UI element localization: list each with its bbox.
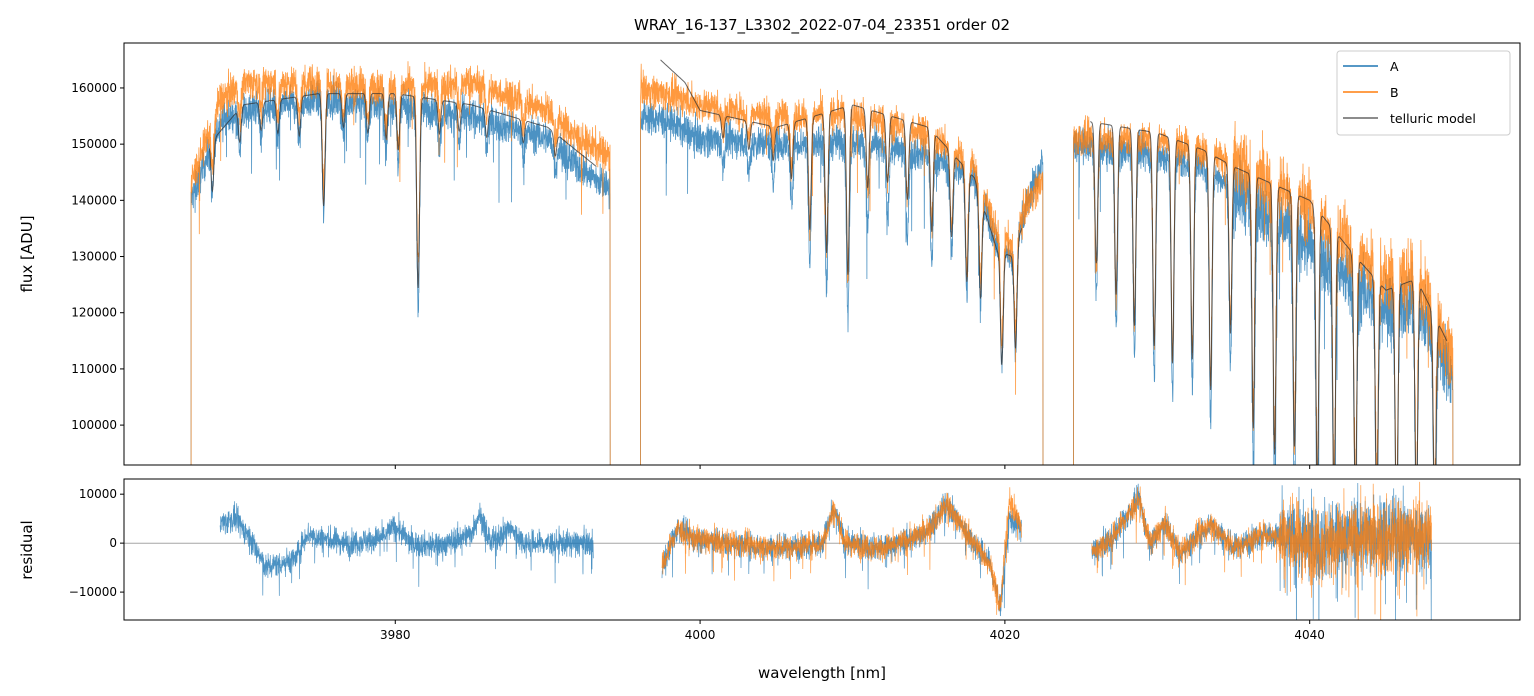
legend: A B telluric model [1336,50,1511,136]
residual-A-line [219,501,594,596]
bottom-y-tick-label: 10000 [79,487,117,501]
residual-B-line [1091,481,1432,620]
x-axis-label: wavelength [nm] [758,664,886,682]
top-y-tick-label: 160000 [71,81,117,95]
bottom-y-axis-label: residual [18,520,36,579]
top-y-tick-label: 100000 [71,418,117,432]
legend-box [1336,50,1511,136]
top-panel-data [190,59,1454,465]
series-A-line [640,97,1044,465]
top-y-tick-label: 140000 [71,193,117,207]
series-telluric-model-line [208,93,597,289]
x-tick-label: 4000 [685,628,716,642]
chart-title: WRAY_16-137_L3302_2022-07-04_23351 order… [634,16,1010,35]
residual-A-line [661,492,1022,617]
top-y-tick-label: 110000 [71,362,117,376]
x-tick-label: 3980 [380,628,411,642]
top-y-tick-label: 130000 [71,250,117,264]
series-A-line [190,75,611,465]
top-y-axis-label: flux [ADU] [18,215,36,292]
legend-label-A: A [1390,59,1399,74]
x-tick-label: 4040 [1294,628,1325,642]
top-y-tick-label: 150000 [71,137,117,151]
series-telluric-model-line [1090,121,1448,465]
top-axes-frame [123,42,1521,466]
bottom-axes-frame [123,478,1521,621]
series-B-line [640,63,1044,465]
residual-B-line [661,487,1022,615]
bottom-y-tick-label: −10000 [69,585,117,599]
bottom-y-tick-label: 0 [109,536,117,550]
axis-ticks: 3980 4000 4020 4040100000110000120000130000… [69,81,1325,642]
series-telluric-model-line [660,59,1023,366]
legend-label-telluric-model: telluric model [1390,111,1476,126]
top-y-tick-label: 120000 [71,306,117,320]
bottom-panel-data [124,481,1520,620]
x-tick-label: 4020 [990,628,1021,642]
legend-label-B: B [1390,85,1399,100]
